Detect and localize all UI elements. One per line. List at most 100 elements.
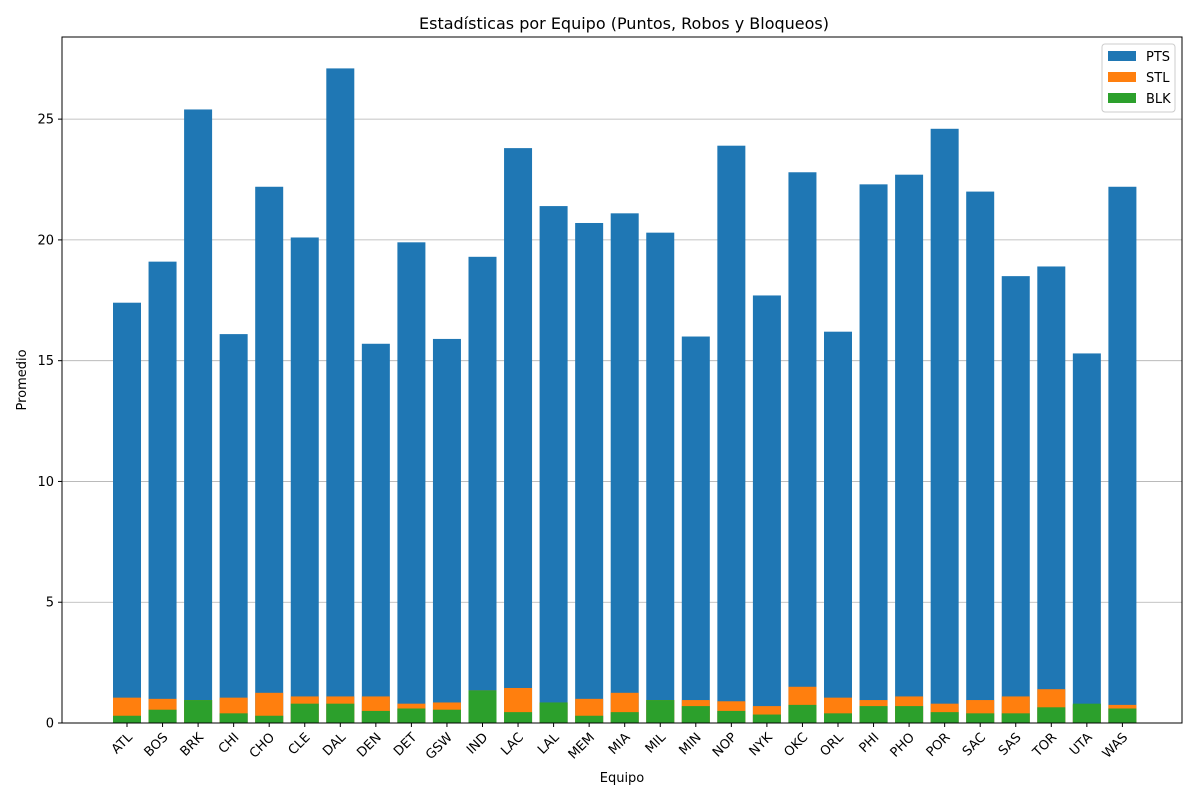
bar-pts-bos bbox=[148, 261, 177, 723]
bar-blk-lal bbox=[539, 702, 568, 723]
y-tick-label: 25 bbox=[37, 113, 54, 128]
legend-swatch-stl bbox=[1108, 72, 1136, 82]
bar-pts-min bbox=[681, 336, 710, 723]
bar-blk-chi bbox=[219, 713, 248, 723]
bar-pts-was bbox=[1108, 186, 1137, 723]
legend-swatch-blk bbox=[1108, 93, 1136, 103]
bar-pts-brk bbox=[184, 109, 213, 724]
x-tick-label: POR bbox=[924, 730, 954, 760]
x-tick-label: PHO bbox=[888, 730, 918, 760]
bar-pts-sac bbox=[966, 191, 995, 723]
bar-blk-dal bbox=[326, 703, 355, 723]
plot-frame bbox=[61, 36, 1183, 724]
bar-pts-mil bbox=[646, 232, 675, 724]
bar-pts-atl bbox=[113, 302, 141, 723]
bar-blk-pho bbox=[895, 706, 924, 723]
bar-blk-min bbox=[681, 706, 710, 723]
chart-title: Estadísticas por Equipo (Puntos, Robos y… bbox=[419, 14, 829, 33]
bar-blk-nop bbox=[717, 710, 746, 723]
legend-swatch-pts bbox=[1108, 51, 1136, 61]
legend-label-stl: STL bbox=[1146, 71, 1170, 86]
x-axis-label: Equipo bbox=[600, 771, 645, 786]
x-tick-label: MEM bbox=[566, 730, 598, 762]
bar-pts-mem bbox=[575, 222, 604, 723]
bar-pts-lac bbox=[504, 148, 533, 723]
bar-pts-pho bbox=[895, 174, 924, 723]
bar-pts-sas bbox=[1001, 276, 1030, 723]
bar-blk-atl bbox=[113, 715, 141, 723]
x-tick-label: PHI bbox=[857, 730, 883, 756]
bar-pts-lal bbox=[539, 206, 568, 724]
bar-pts-por bbox=[930, 128, 959, 724]
bar-blk-cle bbox=[290, 703, 319, 723]
y-tick-label: 20 bbox=[37, 233, 54, 248]
legend-label-pts: PTS bbox=[1146, 50, 1170, 65]
bar-blk-por bbox=[930, 712, 959, 723]
x-tick-label: SAC bbox=[960, 730, 989, 759]
legend: PTS STL BLK bbox=[1101, 43, 1176, 113]
bar-pts-mia bbox=[610, 213, 639, 723]
x-tick-label: CHO bbox=[247, 730, 278, 761]
bar-blk-mil bbox=[646, 700, 675, 723]
bar-pts-uta bbox=[1072, 353, 1101, 723]
bar-blk-tor bbox=[1037, 707, 1066, 723]
x-tick-label: NOP bbox=[710, 730, 740, 760]
bar-blk-uta bbox=[1072, 703, 1101, 723]
x-tick-label: LAC bbox=[498, 730, 526, 758]
bar-blk-orl bbox=[824, 713, 852, 723]
bar-pts-tor bbox=[1037, 266, 1066, 723]
x-tick-label: MIN bbox=[676, 730, 704, 758]
bar-blk-ind bbox=[468, 690, 497, 723]
x-tick-label: SAS bbox=[996, 730, 1025, 759]
x-tick-label: MIA bbox=[606, 730, 634, 758]
bar-pts-orl bbox=[824, 331, 852, 723]
bar-pts-chi bbox=[219, 334, 248, 723]
bar-pts-cle bbox=[290, 237, 319, 724]
x-tick-label: IND bbox=[464, 730, 491, 757]
bar-blk-mem bbox=[575, 715, 604, 723]
bar-blk-cho bbox=[255, 715, 284, 723]
x-tick-label: UTA bbox=[1067, 730, 1096, 759]
x-tick-label: GSW bbox=[423, 730, 456, 763]
x-tick-label: WAS bbox=[1100, 730, 1131, 761]
x-tick-label: OKC bbox=[781, 730, 811, 760]
bar-blk-mia bbox=[610, 712, 639, 723]
x-tick-label: DEN bbox=[354, 730, 384, 760]
bar-pts-okc bbox=[788, 172, 817, 724]
x-tick-label: TOR bbox=[1030, 730, 1061, 761]
y-axis: 0 5 10 15 20 25 bbox=[37, 113, 62, 732]
x-tick-label: CHI bbox=[216, 730, 243, 757]
bar-pts-den bbox=[361, 343, 390, 723]
bar-blk-bos bbox=[148, 709, 177, 723]
x-tick-label: LAL bbox=[535, 730, 563, 758]
bar-pts-dal bbox=[326, 68, 355, 723]
bar-blk-phi bbox=[859, 706, 888, 723]
x-tick-label: CLE bbox=[286, 730, 314, 758]
bars bbox=[113, 68, 1137, 724]
bar-pts-gsw bbox=[432, 338, 461, 723]
bar-pts-nyk bbox=[752, 295, 781, 723]
bar-pts-det bbox=[397, 242, 426, 723]
x-tick-label: MIL bbox=[643, 730, 670, 757]
bar-pts-cho bbox=[255, 186, 284, 723]
x-tick-label: ATL bbox=[109, 730, 136, 757]
x-tick-label: ORL bbox=[817, 730, 847, 760]
x-tick-label: BOS bbox=[142, 730, 172, 760]
legend-label-blk: BLK bbox=[1146, 92, 1171, 107]
bar-blk-was bbox=[1108, 708, 1137, 723]
bar-blk-nyk bbox=[752, 714, 781, 723]
y-tick-label: 10 bbox=[37, 475, 54, 490]
bar-pts-nop bbox=[717, 145, 746, 723]
x-tick-label: NYK bbox=[747, 730, 776, 759]
bar-blk-gsw bbox=[432, 709, 461, 723]
x-tick-label: DAL bbox=[320, 730, 349, 759]
y-tick-label: 0 bbox=[46, 717, 54, 732]
bar-pts-ind bbox=[468, 256, 497, 723]
bar-blk-lac bbox=[504, 712, 533, 723]
bar-pts-phi bbox=[859, 184, 888, 723]
y-tick-label: 15 bbox=[37, 354, 54, 369]
y-tick-label: 5 bbox=[46, 596, 54, 611]
bar-blk-det bbox=[397, 708, 426, 723]
